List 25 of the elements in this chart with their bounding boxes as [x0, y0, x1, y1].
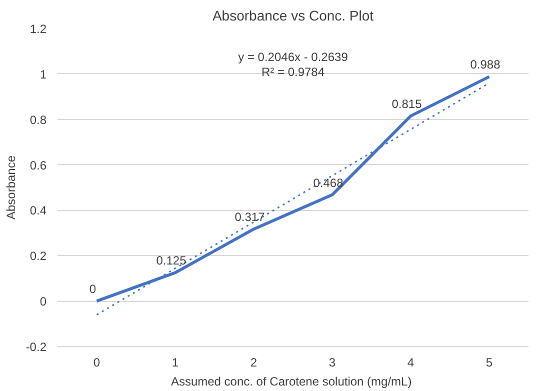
data-label: 0.988 — [470, 58, 501, 72]
annotation: y = 0.2046x - 0.2639 — [238, 50, 348, 64]
data-label: 0.815 — [392, 96, 422, 111]
data-label: 0.317 — [234, 210, 266, 224]
y-tick-label: 0.4 — [30, 204, 47, 218]
chart-title: Absorbance vs Conc. Plot — [212, 8, 374, 24]
y-tick-label: -0.2 — [26, 340, 47, 354]
x-tick-label: 3 — [328, 356, 336, 370]
data-label: 0.468 — [313, 176, 344, 190]
y-tick-label: 1 — [40, 67, 47, 82]
data-label: 0 — [89, 282, 96, 296]
x-tick-label: 1 — [172, 356, 179, 370]
y-tick-label: 0.2 — [30, 249, 47, 264]
annotation: R² = 0.9784 — [261, 64, 325, 79]
y-tick-label: 0.6 — [30, 158, 47, 172]
x-tick-label: 5 — [486, 356, 493, 370]
y-tick-label: 0.8 — [30, 112, 47, 127]
x-tick-label: 2 — [250, 356, 258, 370]
y-tick-label: 1.2 — [30, 22, 47, 36]
y-tick-label: 0 — [40, 294, 47, 309]
data-label: 0.125 — [156, 254, 187, 268]
x-axis-title: Assumed conc. of Carotene solution (mg/mL) — [170, 374, 412, 388]
x-tick-label: 4 — [407, 356, 414, 370]
x-tick-label: 0 — [93, 356, 100, 370]
y-axis-title: Absorbance — [4, 155, 18, 220]
